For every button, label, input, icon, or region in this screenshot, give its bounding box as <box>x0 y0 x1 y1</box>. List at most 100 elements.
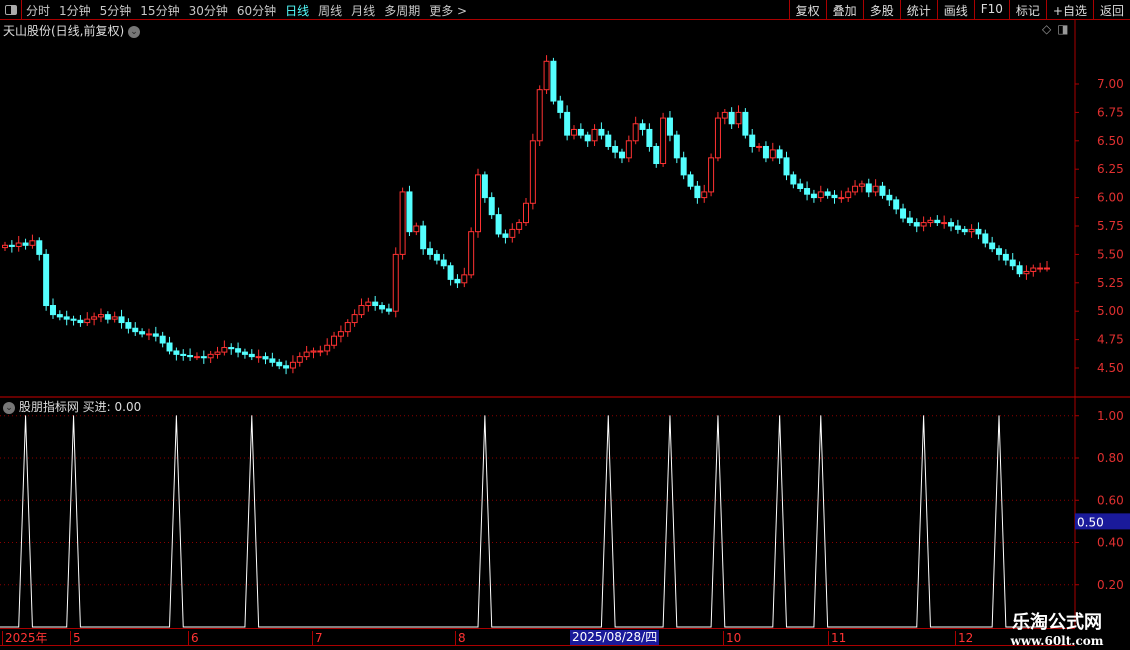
panel-toggle-button[interactable] <box>0 0 22 20</box>
candle-body <box>152 333 159 337</box>
candle <box>317 345 324 357</box>
candle-body <box>63 316 70 320</box>
candle-body <box>1023 270 1030 275</box>
candle <box>447 262 454 286</box>
candle <box>22 238 29 250</box>
candle <box>831 190 838 204</box>
action-button[interactable]: 多股 <box>862 0 900 20</box>
candle <box>728 107 735 129</box>
period-tab[interactable]: 多周期 <box>384 4 421 18</box>
candle-body <box>1009 259 1016 267</box>
candlestick-chart[interactable]: 7.00 6.75 6.50 6.25 6.00 5.75 5.50 5.25 5.00 4.75… <box>0 20 1130 398</box>
candle <box>84 312 91 326</box>
candle <box>207 350 214 364</box>
candle-body <box>1030 267 1037 272</box>
candle <box>536 85 543 147</box>
diamond-icon[interactable]: ◇ <box>1042 22 1052 36</box>
candle <box>1023 265 1030 280</box>
period-tab[interactable]: 5分钟 <box>99 4 132 18</box>
indicator-title: ⌄ 股朋指标网 买进: 0.00 <box>3 398 141 415</box>
candle-body <box>735 111 742 125</box>
candle <box>91 312 98 326</box>
candle <box>70 315 77 326</box>
y-tick-label: 6.50 <box>1097 134 1124 148</box>
candle <box>666 111 673 142</box>
candle-body <box>872 185 879 193</box>
panel-icon[interactable]: ◨ <box>1057 22 1069 36</box>
y-tick-label: 5.25 <box>1097 276 1124 290</box>
period-tab[interactable]: 周线 <box>318 4 343 18</box>
action-button[interactable]: 标记 <box>1008 0 1046 20</box>
action-button[interactable]: 画线 <box>936 0 974 20</box>
candle-body <box>1002 253 1009 261</box>
indicator-chart[interactable]: 1.00 0.80 0.60 0.40 0.20 0.50 <box>0 397 1130 628</box>
candle <box>564 105 571 141</box>
period-tab[interactable]: 日线 <box>285 4 310 18</box>
indicator-name: 股朋指标网 <box>18 400 79 414</box>
period-tab[interactable]: 30分钟 <box>188 4 228 18</box>
signal-peak <box>923 415 925 417</box>
candle-body <box>379 305 386 310</box>
signal-line <box>0 415 1047 628</box>
period-tab[interactable]: 月线 <box>351 4 376 18</box>
candle-body <box>906 217 913 224</box>
candle-body <box>49 305 56 316</box>
candle <box>893 196 900 215</box>
period-tab[interactable]: 15分钟 <box>140 4 180 18</box>
candle <box>1044 260 1050 272</box>
candle-body <box>941 222 948 225</box>
chevron-down-icon[interactable]: ⌄ <box>3 401 15 414</box>
candle <box>810 189 817 203</box>
candle <box>331 331 338 349</box>
candle-body <box>145 333 152 336</box>
candle-body <box>262 356 269 360</box>
candle-body <box>365 301 372 307</box>
candle <box>433 250 440 265</box>
action-button[interactable]: 复权 <box>788 0 826 20</box>
period-tab[interactable]: 分时 <box>26 4 51 18</box>
period-tab[interactable]: 1分钟 <box>59 4 91 18</box>
candle <box>865 178 872 198</box>
y-tick-label: 0.20 <box>1097 578 1124 592</box>
candle-body <box>8 244 15 247</box>
candle <box>591 124 598 147</box>
action-button[interactable]: +自选 <box>1045 0 1093 20</box>
candle <box>77 315 84 327</box>
candle-body <box>708 157 715 193</box>
candle-body <box>934 219 941 224</box>
candle-body <box>762 145 769 159</box>
candle-body <box>84 318 91 324</box>
candle-body <box>15 242 22 247</box>
period-tab[interactable]: 更多 > <box>429 4 468 18</box>
candle-body <box>289 361 296 369</box>
period-tab[interactable]: 60分钟 <box>236 4 277 18</box>
candle <box>941 215 948 229</box>
chevron-down-icon[interactable]: ⌄ <box>128 25 141 38</box>
candle-body <box>235 348 242 353</box>
candle-body <box>358 305 365 316</box>
candle <box>927 216 934 227</box>
candle <box>488 192 495 219</box>
candle <box>481 171 488 203</box>
signal-peak <box>607 415 609 417</box>
candle <box>961 226 968 236</box>
candle-body <box>125 322 132 329</box>
candle-body <box>591 128 598 142</box>
action-button[interactable]: 返回 <box>1092 0 1130 20</box>
candle-body <box>180 353 187 357</box>
candle <box>159 331 166 348</box>
candle <box>769 142 776 162</box>
candle <box>797 178 804 192</box>
candle <box>913 218 920 233</box>
action-button[interactable]: 统计 <box>899 0 937 20</box>
action-button[interactable]: F10 <box>973 0 1009 20</box>
candle <box>598 122 605 140</box>
action-button[interactable]: 叠加 <box>825 0 863 20</box>
candle-body <box>529 140 536 204</box>
candle-body <box>214 351 221 355</box>
candle <box>173 347 180 361</box>
candle-body <box>413 225 420 233</box>
candle-body <box>447 265 454 280</box>
candle-body <box>36 240 43 255</box>
candle <box>632 116 639 145</box>
